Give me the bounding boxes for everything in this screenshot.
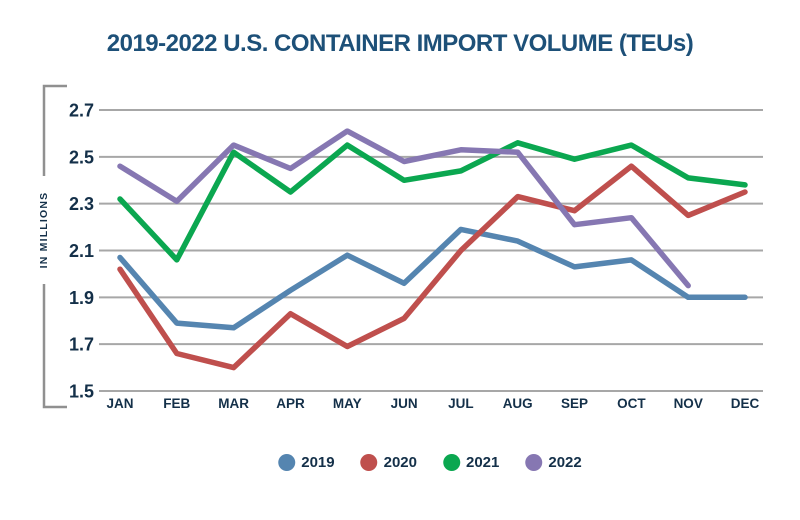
- legend-item-2019: 2019: [278, 454, 335, 471]
- series-line-2020: [117, 163, 748, 371]
- x-tick-label: FEB: [163, 396, 190, 411]
- x-tick-label: JUN: [391, 396, 418, 411]
- y-tick-label: 2.3: [69, 194, 94, 214]
- x-tick-label: SEP: [561, 396, 588, 411]
- y-tick-label: 2.7: [69, 101, 94, 121]
- y-tick-label: 1.7: [69, 335, 94, 355]
- y-tick-label: 2.5: [69, 147, 94, 167]
- y-axis-bracket: [42, 84, 67, 409]
- x-tick-label: MAR: [218, 396, 249, 411]
- x-tick-label: OCT: [617, 396, 646, 411]
- legend-item-2022: 2022: [525, 454, 582, 471]
- series-line-2022: [117, 128, 691, 289]
- legend-dot-2019: [278, 454, 296, 471]
- legend: 2019 2020 2021 2022: [278, 454, 582, 471]
- legend-item-2021: 2021: [443, 454, 499, 471]
- chart-title: 2019-2022 U.S. CONTAINER IMPORT VOLUME (…: [106, 30, 694, 57]
- legend-dot-2022: [525, 454, 543, 471]
- legend-label-2019: 2019: [301, 454, 335, 471]
- x-tick-label: DEC: [731, 396, 760, 411]
- legend-dot-2020: [360, 454, 378, 471]
- y-tick-label: 2.1: [69, 241, 94, 261]
- legend-item-2020: 2020: [360, 454, 417, 471]
- legend-label-2021: 2021: [466, 454, 500, 471]
- import-volume-chart: 2.7 2.5 2.3 2.1 1.9 1.7 1.5 IN MILLIONS JAN FEB MA…: [38, 84, 763, 411]
- series-line-2019: [117, 226, 748, 331]
- x-tick-label: JUL: [448, 396, 474, 411]
- legend-label-2022: 2022: [548, 454, 582, 471]
- y-axis-title: IN MILLIONS: [38, 192, 50, 269]
- y-tick-label: 1.9: [69, 288, 94, 308]
- x-tick-label: NOV: [674, 396, 703, 411]
- legend-label-2020: 2020: [383, 454, 417, 471]
- x-tick-label: MAY: [333, 396, 362, 411]
- legend-dot-2021: [443, 454, 460, 471]
- x-tick-label: AUG: [503, 396, 533, 411]
- series-line-2021: [117, 140, 748, 263]
- x-tick-label: JAN: [106, 396, 133, 411]
- y-tick-label: 1.5: [69, 382, 94, 402]
- x-tick-label: APR: [276, 396, 305, 411]
